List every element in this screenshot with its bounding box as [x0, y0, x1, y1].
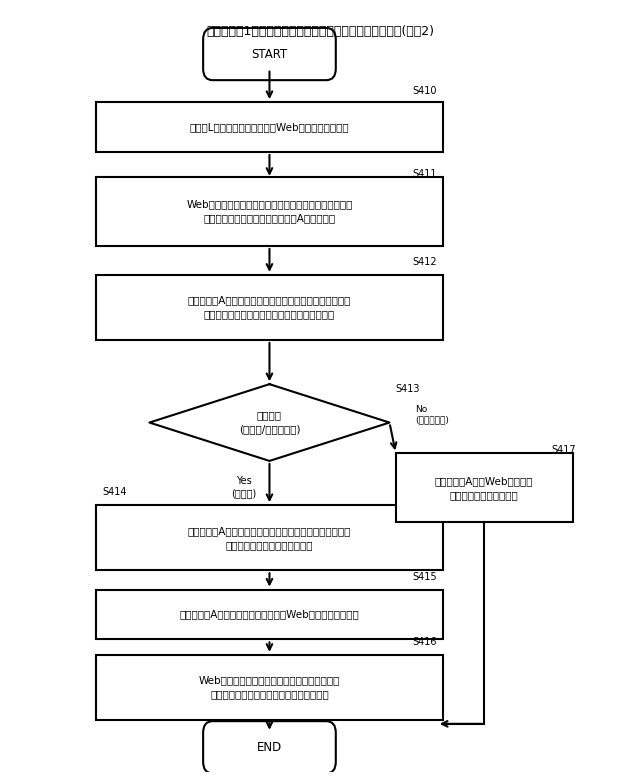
FancyBboxPatch shape: [203, 721, 336, 774]
Text: END: END: [257, 741, 282, 753]
Text: S411: S411: [412, 169, 437, 178]
Text: 判定結果
(満たす/満たさない): 判定結果 (満たす/満たさない): [239, 411, 300, 435]
Text: START: START: [252, 47, 287, 61]
Bar: [96, 177, 443, 246]
Text: 実施の形態1にかかる取引処理の例を示すフローチャート(その2): 実施の形態1にかかる取引処理の例を示すフローチャート(その2): [206, 25, 434, 37]
Text: S416: S416: [412, 637, 437, 647]
Text: 署名サーバAは、受け取ったアクセストークンに対応する
取引情報の電子署名を作成する: 署名サーバAは、受け取ったアクセストークンに対応する 取引情報の電子署名を作成す…: [188, 525, 351, 549]
Text: 署名サーバAは、Webアプリに
署名を発行しないと回答: 署名サーバAは、Webアプリに 署名を発行しないと回答: [435, 476, 534, 500]
Text: S414: S414: [102, 487, 127, 497]
Text: 署名サーバAは、取引情報が、アクセストークンに紐付く
許可範囲付き許可ルールを満たすか否かを判定: 署名サーバAは、取引情報が、アクセストークンに紐付く 許可範囲付き許可ルールを満…: [188, 296, 351, 320]
Text: S410: S410: [412, 86, 437, 96]
Bar: [96, 102, 443, 152]
Text: S417: S417: [551, 445, 576, 456]
Text: S413: S413: [396, 384, 420, 394]
Text: S412: S412: [412, 257, 437, 267]
Text: 利用者Lは、送金リクエストをWebアプリに送付する: 利用者Lは、送金リクエストをWebアプリに送付する: [189, 122, 349, 132]
Bar: [96, 505, 443, 570]
Text: S415: S415: [412, 572, 437, 582]
Bar: [396, 453, 573, 522]
Bar: [96, 590, 443, 639]
Text: No
(満たさない): No (満たさない): [415, 405, 449, 424]
FancyBboxPatch shape: [203, 28, 336, 80]
Text: 署名サーバAは、作成した電子署名をWebアプリに送付する: 署名サーバAは、作成した電子署名をWebアプリに送付する: [180, 609, 359, 619]
Bar: [96, 655, 443, 720]
Text: Webアプリは、受け取った電子署名を添付し、
送金取引をブロックチェーン上で発行する: Webアプリは、受け取った電子署名を添付し、 送金取引をブロックチェーン上で発行…: [199, 675, 340, 699]
Text: Webアプリは、送付されたアクセストークンを添付し、
署名発行リクエストを署名サーバAに送付する: Webアプリは、送付されたアクセストークンを添付し、 署名発行リクエストを署名サ…: [186, 199, 353, 223]
Text: Yes
(満たす): Yes (満たす): [232, 476, 257, 498]
Bar: [96, 275, 443, 340]
